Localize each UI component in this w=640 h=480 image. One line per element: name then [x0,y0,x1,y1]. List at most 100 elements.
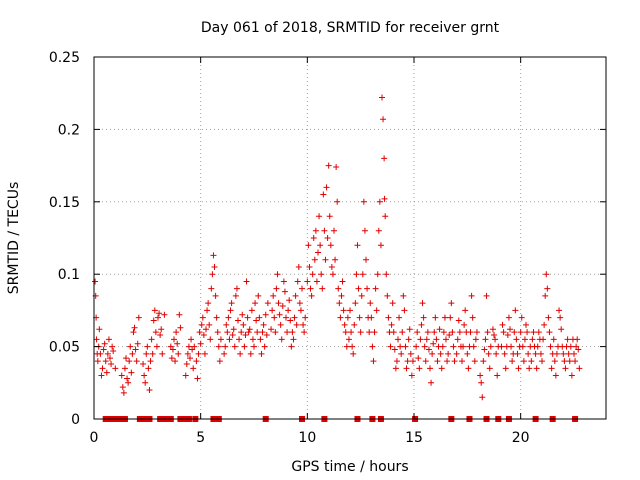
data-point [198,321,205,328]
data-point [482,336,489,343]
data-point [333,164,340,171]
data-point [431,329,438,336]
data-point [155,314,161,321]
x-tick-label: 5 [196,430,205,446]
data-point [183,360,190,367]
data-point [295,263,302,270]
data-point [396,314,403,321]
data-point [439,343,446,350]
data-point [131,324,138,331]
data-point [121,365,128,372]
data-point [398,350,405,357]
data-point [291,314,298,321]
data-point [107,355,113,362]
data-point [210,252,217,259]
data-point [130,329,137,336]
data-point [272,329,279,336]
data-point [499,321,506,328]
data-point [213,314,220,321]
y-tick-label: 0.05 [49,340,80,356]
data-point [533,365,540,372]
data-point [248,307,255,314]
data-point [249,336,256,343]
data-point [340,307,347,314]
data-point [532,350,539,357]
data-point [348,329,355,336]
data-point [318,271,325,278]
data-point [104,350,111,357]
data-point [221,350,228,357]
data-point [302,314,309,321]
data-point [297,307,304,314]
data-point [471,358,478,365]
data-point [393,358,400,365]
data-point [356,314,363,321]
data-point [140,360,147,367]
data-point [443,336,449,343]
data-point [105,336,112,343]
data-point [277,321,284,328]
data-point [429,350,436,357]
data-point [540,336,547,343]
data-point [423,336,430,343]
data-point [350,350,357,357]
data-point [461,321,468,328]
data-point [446,332,453,339]
data-point [187,355,193,362]
data-point [214,329,221,336]
data-point [99,365,106,372]
data-point [364,285,371,292]
data-point [390,329,397,336]
data-point [481,346,488,353]
data-point [261,343,268,350]
data-point [520,358,527,365]
data-point [147,358,154,365]
data-point [376,198,383,205]
data-point [207,336,214,343]
data-point [372,285,379,292]
data-point [296,300,303,307]
data-point [299,285,305,292]
data-point [420,314,427,321]
data-point [92,278,99,285]
data-point [134,340,141,347]
data-point [161,311,168,318]
data-point [203,326,209,333]
data-point [124,375,131,382]
y-tick-label: 0.25 [49,50,80,66]
data-point [367,300,374,307]
data-point [352,300,359,307]
data-point [185,343,192,350]
data-point [353,271,360,278]
data-point [133,358,140,365]
data-point [172,358,179,365]
data-point [513,336,520,343]
data-point [229,332,236,339]
data-point [227,307,234,314]
data-point [193,358,200,365]
data-point [505,314,512,321]
data-point [418,321,425,328]
data-point [275,300,282,307]
data-point [449,329,456,336]
data-point [368,314,375,321]
data-point [400,292,407,299]
data-point [397,343,404,350]
data-point [403,365,410,372]
data-point [339,278,346,285]
data-point [413,343,420,350]
data-point [98,372,105,379]
data-point [493,350,500,357]
data-point [119,384,126,391]
data-point [238,329,245,336]
data-point [323,184,330,191]
data-point [129,350,136,357]
data-point [225,314,232,321]
data-point [270,292,277,299]
y-tick-label: 0 [71,412,80,428]
data-point [233,285,240,292]
data-point [143,350,150,357]
data-point [399,329,406,336]
data-point [465,365,472,372]
data-point [341,321,348,328]
